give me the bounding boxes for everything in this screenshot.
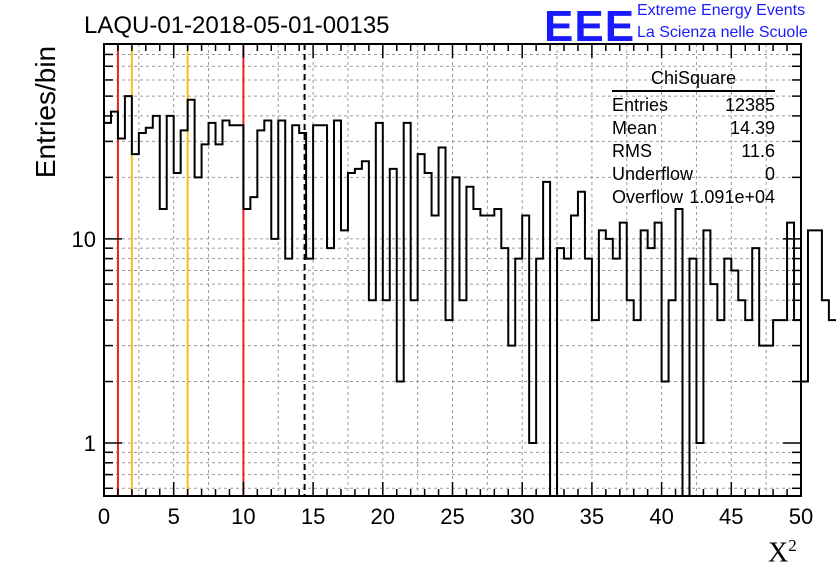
stat-row-entries: Entries 12385 (612, 94, 775, 117)
y-tick-label: 1 (84, 431, 96, 456)
x-axis-label-base: X (768, 537, 789, 569)
stat-label: Mean (612, 118, 658, 138)
logo-line-1: Extreme Energy Events (637, 2, 806, 19)
stat-row-overflow: Overflow 1.091e+04 (612, 186, 775, 209)
stat-value: 1.091e+04 (689, 187, 775, 207)
x-tick-label: 35 (580, 504, 604, 529)
stat-label: RMS (612, 141, 652, 161)
reference-lines (116, 44, 306, 496)
stat-label: Overflow (612, 187, 684, 207)
stats-title: ChiSquare (612, 68, 775, 92)
stat-label: Entries (612, 95, 669, 115)
x-tick-label: 15 (301, 504, 325, 529)
x-tick-label: 50 (789, 504, 813, 529)
x-tick-label: 10 (231, 504, 255, 529)
eee-logo: EEE (544, 2, 636, 51)
stat-value: 14.39 (729, 118, 775, 138)
x-tick-label: 0 (98, 504, 110, 529)
x-tick-label: 5 (168, 504, 180, 529)
chart-title: LAQU-01-2018-05-01-00135 (84, 12, 390, 39)
x-tick-label: 40 (649, 504, 673, 529)
x-axis-label: X2 (768, 536, 797, 569)
axis-ticks (103, 43, 802, 496)
x-tick-label: 30 (510, 504, 534, 529)
x-tick-label: 45 (719, 504, 743, 529)
y-axis-label: Entries/bin (30, 45, 61, 179)
stat-label: Underflow (612, 164, 694, 184)
x-axis-label-superscript: 2 (788, 536, 797, 555)
y-tick-label: 10 (72, 227, 96, 252)
stat-value: 0 (764, 164, 775, 184)
logo-line-2: La Scienza nelle Scuole (637, 24, 808, 41)
x-tick-label: 20 (371, 504, 395, 529)
stat-value: 11.6 (741, 141, 775, 161)
x-tick-label: 25 (440, 504, 464, 529)
stats-box: ChiSquare Entries 12385 Mean 14.39 RMS 11.6… (612, 68, 775, 209)
histogram-step-line (104, 95, 836, 497)
stat-value: 12385 (724, 95, 775, 115)
histogram-series (104, 95, 836, 497)
stat-row-rms: RMS 11.6 (612, 140, 775, 163)
axis-tick-labels: 0 5 10 15 20 25 30 35 40 45 50 1 10 (72, 227, 814, 529)
stat-row-underflow: Underflow 0 (612, 163, 775, 186)
stat-row-mean: Mean 14.39 (612, 117, 775, 140)
